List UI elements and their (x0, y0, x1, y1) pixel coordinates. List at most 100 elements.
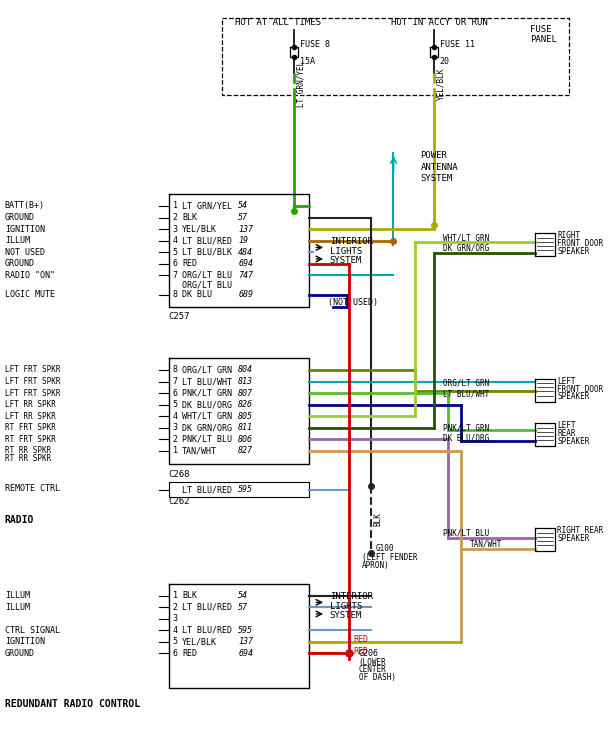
Text: G100: G100 (375, 544, 393, 553)
Text: 747: 747 (238, 271, 253, 280)
Text: PNK/LT BLU: PNK/LT BLU (443, 528, 489, 537)
Text: BLK: BLK (373, 512, 382, 526)
Text: ORG/LT GRN: ORG/LT GRN (443, 379, 489, 388)
Text: 8: 8 (173, 366, 178, 375)
Text: 4: 4 (173, 236, 178, 245)
Text: RT RR SPKR: RT RR SPKR (5, 447, 51, 456)
Text: LT BLU/RED: LT BLU/RED (182, 485, 232, 494)
Text: IGNITION: IGNITION (5, 637, 45, 646)
Text: 805: 805 (238, 411, 253, 421)
Text: 20: 20 (440, 57, 450, 66)
Text: RIGHT REAR: RIGHT REAR (558, 526, 604, 536)
Text: 137: 137 (238, 637, 253, 646)
Text: SYSTEM: SYSTEM (330, 612, 362, 620)
Text: DK GRN/ORG: DK GRN/ORG (182, 423, 232, 432)
Text: 4: 4 (173, 411, 178, 421)
Text: LFT RR SPKR: LFT RR SPKR (5, 411, 56, 421)
Text: ORG/LT BLU: ORG/LT BLU (182, 280, 232, 289)
Text: FUSE 8: FUSE 8 (300, 40, 330, 49)
Text: LT GRN/YEL: LT GRN/YEL (296, 60, 305, 107)
Text: TAN/WHT: TAN/WHT (182, 447, 217, 456)
Text: DK BLU/ORG: DK BLU/ORG (443, 434, 489, 443)
Text: 2: 2 (173, 213, 178, 222)
Text: (LOWER: (LOWER (359, 658, 387, 667)
Text: GROUND: GROUND (5, 649, 35, 658)
Text: RADIO: RADIO (5, 515, 34, 526)
Text: C268: C268 (169, 470, 190, 478)
Text: 6: 6 (173, 389, 178, 397)
Text: 1: 1 (173, 202, 178, 210)
Text: 595: 595 (238, 485, 253, 494)
Text: LFT FRT SPKR: LFT FRT SPKR (5, 389, 60, 397)
Text: 3: 3 (173, 423, 178, 432)
Text: 5: 5 (173, 637, 178, 646)
Text: LFT FRT SPKR: LFT FRT SPKR (5, 377, 60, 386)
Text: CTRL SIGNAL: CTRL SIGNAL (5, 626, 60, 635)
Text: RED: RED (182, 259, 197, 269)
Text: SPEAKER: SPEAKER (558, 392, 590, 401)
Text: LT BLU/WHT: LT BLU/WHT (443, 389, 489, 398)
Text: LT GRN/YEL: LT GRN/YEL (182, 202, 232, 210)
Text: RED: RED (353, 635, 368, 645)
Text: HOT IN ACCY OR RUN: HOT IN ACCY OR RUN (390, 18, 488, 27)
Text: SYSTEM: SYSTEM (330, 256, 362, 266)
Text: FRONT DOOR: FRONT DOOR (558, 239, 604, 248)
Text: BLK: BLK (182, 591, 197, 600)
Text: 807: 807 (238, 389, 253, 397)
Text: LFT FRT SPKR: LFT FRT SPKR (5, 366, 60, 375)
Text: 5: 5 (173, 248, 178, 257)
Text: REAR: REAR (558, 429, 576, 438)
Text: 694: 694 (238, 259, 253, 269)
Text: 7: 7 (173, 271, 178, 280)
Text: CENTER: CENTER (359, 665, 387, 674)
Text: YEL/BLK: YEL/BLK (436, 67, 445, 99)
Text: REDUNDANT RADIO CONTROL: REDUNDANT RADIO CONTROL (5, 698, 140, 709)
Text: POWER: POWER (421, 152, 447, 160)
Text: 4: 4 (173, 626, 178, 635)
Text: APRON): APRON) (362, 562, 389, 570)
Text: 54: 54 (238, 202, 248, 210)
Text: WHT/LT GRN: WHT/LT GRN (443, 233, 489, 242)
Text: 2: 2 (173, 435, 178, 444)
Text: IGNITION: IGNITION (5, 224, 45, 233)
Text: REMOTE CTRL: REMOTE CTRL (5, 484, 60, 493)
Text: ORG/LT GRN: ORG/LT GRN (182, 366, 232, 375)
Text: ORG/LT BLU: ORG/LT BLU (182, 271, 232, 280)
Text: SPEAKER: SPEAKER (558, 247, 590, 256)
Text: 57: 57 (238, 603, 248, 612)
Text: DK BLU: DK BLU (182, 290, 212, 300)
Text: YEL/BLK: YEL/BLK (182, 224, 217, 233)
Text: LT BLU/WHT: LT BLU/WHT (182, 377, 232, 386)
Text: 7: 7 (173, 377, 178, 386)
Text: GROUND: GROUND (5, 213, 35, 222)
Text: 804: 804 (238, 366, 253, 375)
Text: FUSE 11: FUSE 11 (440, 40, 475, 49)
Text: YEL/BLK: YEL/BLK (182, 637, 217, 646)
Text: RT FRT SPKR: RT FRT SPKR (5, 423, 56, 432)
Text: NOT USED: NOT USED (5, 248, 45, 257)
Text: 2: 2 (173, 603, 178, 612)
Text: PNK/LT GRN: PNK/LT GRN (443, 423, 489, 432)
Text: LEFT: LEFT (558, 377, 576, 386)
Text: DK GRN/ORG: DK GRN/ORG (443, 244, 489, 253)
Text: RED: RED (353, 647, 368, 656)
Text: GROUND: GROUND (5, 259, 35, 269)
Text: LT BLU/RED: LT BLU/RED (182, 236, 232, 245)
Text: 1: 1 (173, 591, 178, 600)
Text: 806: 806 (238, 435, 253, 444)
Text: LOGIC MUTE: LOGIC MUTE (5, 290, 55, 300)
Text: LT BLU/BLK: LT BLU/BLK (182, 248, 232, 257)
Text: DK BLU/ORG: DK BLU/ORG (182, 400, 232, 409)
Text: PNK/LT GRN: PNK/LT GRN (182, 389, 232, 397)
Text: INTERIOR: INTERIOR (330, 237, 373, 246)
Text: LT BLU/RED: LT BLU/RED (182, 626, 232, 635)
Text: 813: 813 (238, 377, 253, 386)
Text: 595: 595 (238, 626, 253, 635)
Text: LT BLU/RED: LT BLU/RED (182, 603, 232, 612)
Text: 827: 827 (238, 447, 253, 456)
Text: 15A: 15A (300, 57, 315, 66)
Text: SPEAKER: SPEAKER (558, 436, 590, 446)
Text: 5: 5 (173, 400, 178, 409)
Text: (NOT USED): (NOT USED) (328, 298, 378, 307)
Text: C262: C262 (169, 497, 190, 506)
